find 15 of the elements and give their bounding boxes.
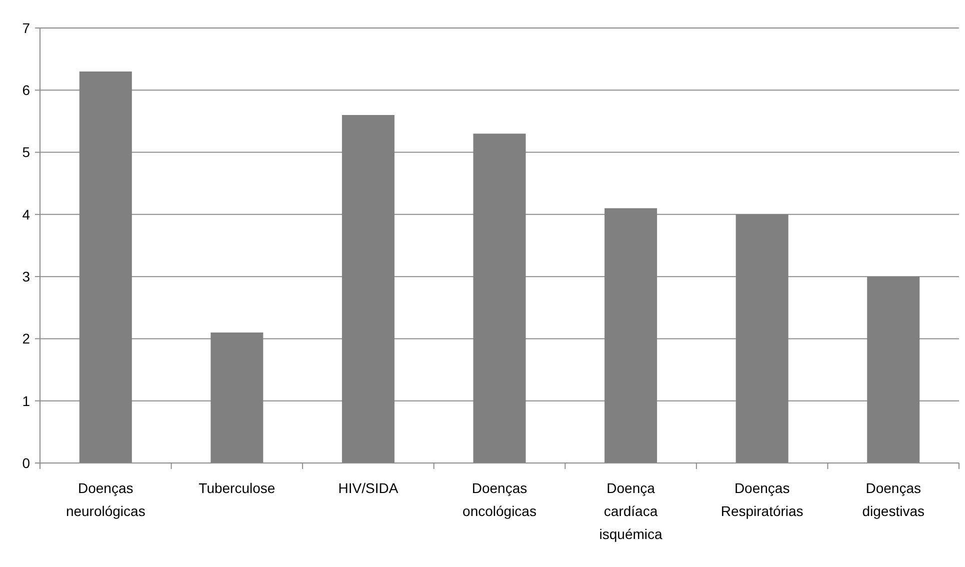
y-tick-label: 1 (22, 392, 30, 409)
x-tick-label: Doenças oncológicas (462, 480, 536, 519)
y-tick-label: 6 (22, 82, 30, 98)
x-tick-label: HIV/SIDA (338, 480, 399, 496)
x-tick-label: Tuberculose (198, 480, 276, 496)
y-tick-label: 0 (22, 454, 30, 471)
y-tick-label: 5 (22, 144, 30, 160)
y-tick-label: 2 (22, 330, 30, 347)
y-tick-label: 7 (22, 20, 30, 36)
y-tick-label: 4 (22, 206, 30, 222)
y-tick-label: 3 (22, 268, 30, 284)
x-tick-label: Doenças Respiratórias (720, 480, 804, 519)
x-tick-label: Doenças digestivas (862, 480, 924, 519)
x-tick-label: Doenças neurológicas (66, 480, 146, 519)
x-tick-label: Doença cardíaca isquémica (599, 480, 663, 542)
